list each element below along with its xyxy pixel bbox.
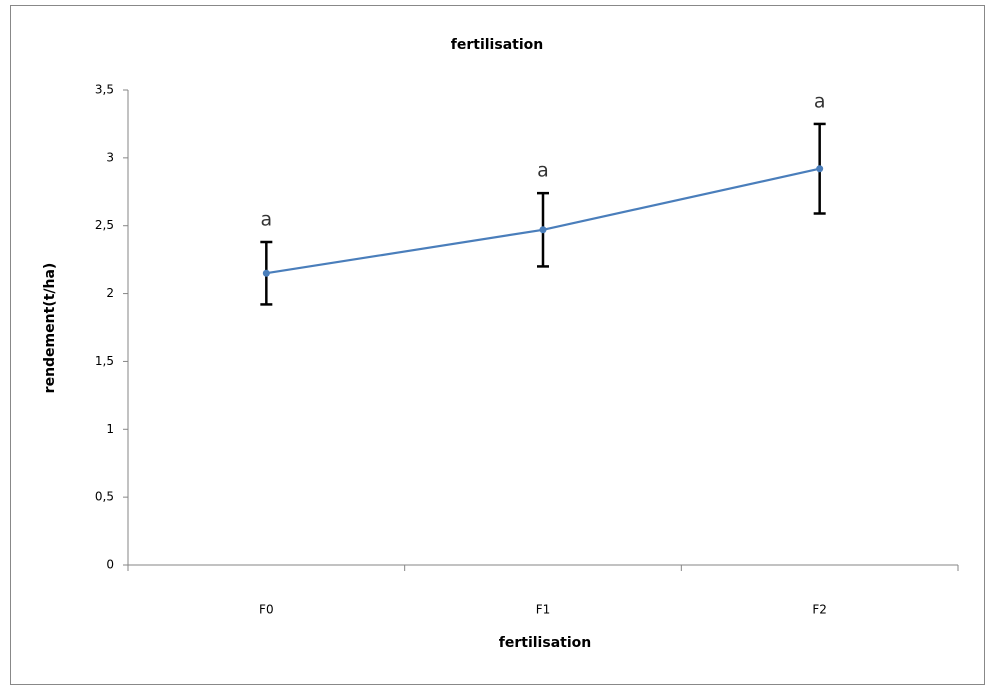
point — [816, 165, 824, 173]
chart-title: fertilisation — [451, 37, 543, 53]
y-tick-label: 2,5 — [95, 218, 114, 232]
annotation: a — [537, 160, 549, 182]
x-tick-label: F1 — [536, 603, 551, 617]
point — [262, 269, 270, 277]
y-tick-label: 3,5 — [95, 83, 114, 97]
y-tick-label: 1,5 — [95, 354, 114, 368]
x-tick-label: F2 — [812, 603, 827, 617]
point — [539, 226, 547, 234]
chart-border — [10, 5, 985, 685]
y-tick-label: 0 — [106, 558, 114, 572]
y-tick-label: 3 — [106, 150, 114, 164]
x-axis-title: fertilisation — [499, 635, 591, 651]
x-tick-label: F0 — [259, 603, 274, 617]
annotation: a — [814, 90, 826, 112]
y-tick-label: 0,5 — [95, 490, 114, 504]
y-tick-label: 1 — [106, 422, 114, 436]
annotation: a — [261, 209, 273, 231]
y-tick-label: 2 — [106, 286, 114, 300]
y-axis-title: rendement(t/ha) — [42, 263, 58, 394]
